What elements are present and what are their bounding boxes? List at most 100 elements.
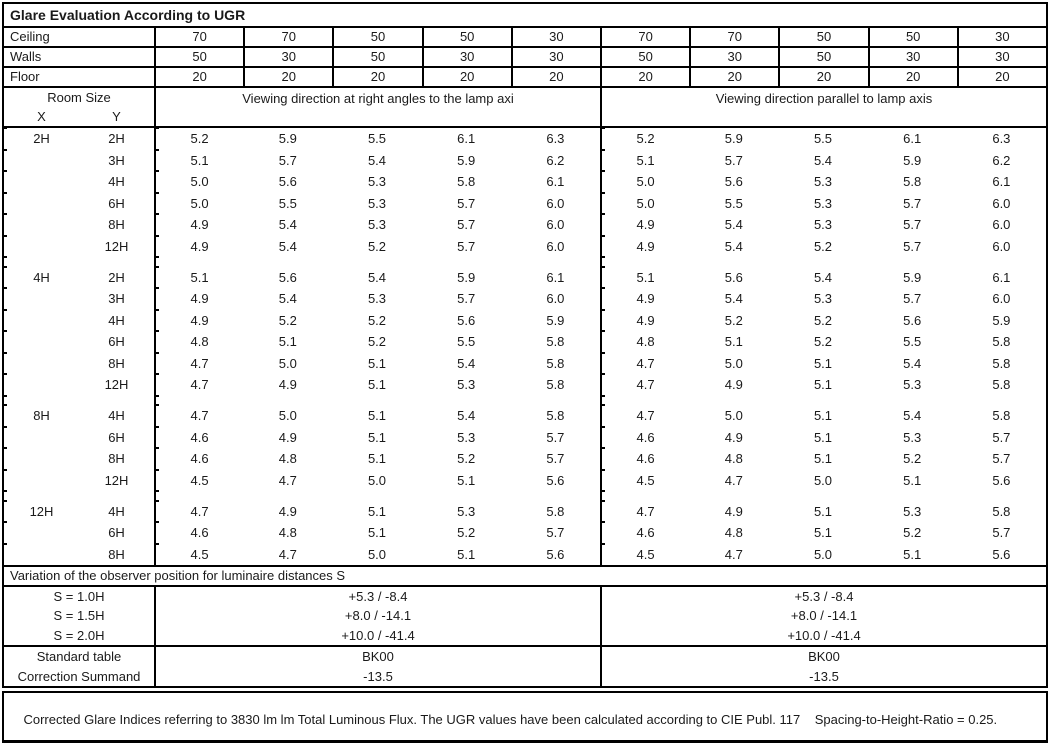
ugr-value-left: 5.1: [367, 429, 387, 445]
reflectance-value: 20: [332, 68, 421, 86]
room-y-value: 12H: [104, 472, 129, 488]
ugr-row: 3H 5.1 5.7 5.4 5.9 6.2 5.1 5.7 5.4 5.9 6.2: [4, 148, 1046, 171]
ugr-value-right: 4.6: [599, 425, 689, 448]
reflectance-value: 50: [778, 48, 867, 66]
ugr-value-right: 4.9: [724, 377, 743, 392]
ugr-value-right: 5.8: [992, 503, 1011, 519]
ugr-value-left: 6.0: [546, 217, 565, 232]
ugr-value-right: 5.0: [724, 408, 743, 423]
ugr-row: 8H 4H 4.7 5.0 5.1 5.4 5.8 4.7 5.0 5.1 5.4 5.8: [4, 404, 1046, 427]
summary-value-right: BK00: [600, 647, 1046, 667]
room-x-value: [4, 288, 79, 310]
ugr-value-left: 5.4: [278, 291, 297, 306]
ugr-value-right: 5.6: [903, 312, 922, 328]
ugr-value-right: 5.0: [724, 355, 743, 371]
ugr-value-left: 5.8: [546, 334, 565, 349]
summary-value-right: -13.5: [600, 666, 1046, 686]
reflectance-value: 30: [689, 48, 778, 66]
ugr-value-right: 5.0: [813, 472, 833, 488]
ugr-value-left: 4.5: [154, 468, 243, 491]
variation-row: S = 1.5H +8.0 / -14.1 +8.0 / -14.1: [4, 606, 1046, 626]
ugr-value-left: 5.4: [367, 152, 387, 168]
reflectance-value: 20: [956, 68, 1046, 86]
reflectance-value: 50: [332, 28, 421, 46]
reflectance-value: 20: [867, 68, 957, 86]
reflectance-value: 30: [867, 48, 957, 66]
ugr-value-right: 5.0: [813, 546, 833, 562]
ugr-value-left: 5.4: [457, 355, 476, 371]
ugr-value-left: 5.0: [278, 355, 297, 371]
room-x-value: [4, 310, 79, 332]
reflectance-value: 70: [689, 28, 778, 46]
ugr-value-left: 4.7: [154, 499, 243, 522]
room-x-value: 4H: [33, 269, 50, 285]
y-column-label: Y: [112, 109, 121, 124]
x-column-label: X: [37, 109, 46, 124]
reflectance-value: 30: [243, 48, 332, 66]
ugr-value-left: 4.9: [278, 503, 297, 519]
ugr-row: 3H 4.9 5.4 5.3 5.7 6.0 4.9 5.4 5.3 5.7 6.0: [4, 287, 1046, 310]
ugr-value-left: 5.1: [367, 503, 387, 519]
ugr-value-right: 5.5: [903, 334, 922, 349]
ugr-value-left: 5.7: [457, 291, 476, 306]
ugr-value-left: 5.7: [457, 238, 476, 254]
gap-cell: [154, 394, 600, 405]
ugr-value-right: 4.7: [599, 351, 689, 374]
ugr-table: Glare Evaluation According to UGR Ceilin…: [2, 2, 1048, 688]
ugr-value-right: 5.8: [903, 174, 922, 189]
reflectance-value: 20: [243, 68, 332, 86]
ugr-value-right: 5.8: [992, 355, 1011, 371]
xy-labels: X Y: [4, 108, 154, 125]
reflectance-row: Walls 50 30 50 30 30 50 30 50 30 30: [4, 48, 1046, 68]
room-y-value: 8H: [108, 451, 125, 466]
reflectance-value: 20: [778, 68, 867, 86]
room-x-value: [4, 331, 79, 353]
room-y-value: 4H: [108, 174, 125, 189]
ugr-value-right: 4.7: [599, 373, 689, 396]
ugr-value-right: 5.6: [724, 269, 743, 285]
ugr-value-right: 5.7: [903, 217, 922, 232]
ugr-value-left: 5.0: [154, 170, 243, 193]
ugr-value-right: 5.3: [903, 503, 922, 519]
ugr-row: 12H 4H 4.7 4.9 5.1 5.3 5.8 4.7 4.9 5.1 5.3 5.8: [4, 499, 1046, 522]
ugr-value-right: 4.9: [599, 287, 689, 310]
ugr-row: 6H 5.0 5.5 5.3 5.7 6.0 5.0 5.5 5.3 5.7 6.0: [4, 191, 1046, 214]
ugr-value-left: 5.0: [278, 408, 297, 423]
ugr-value-right: 5.3: [903, 377, 922, 392]
ugr-value-right: 5.1: [813, 503, 833, 519]
room-y-value: 3H: [108, 152, 125, 168]
reflectance-value: 70: [243, 28, 332, 46]
reflectance-rows: Ceiling 70 70 50 50 30 70 70 50 50 30 Walls 50 30 50 30…: [4, 28, 1046, 88]
ugr-value-right: 5.2: [813, 238, 833, 254]
gap-cell: [4, 396, 154, 406]
ugr-value-right: 5.7: [724, 152, 743, 168]
ugr-value-right: 5.7: [992, 451, 1011, 466]
ugr-value-right: 5.0: [599, 191, 689, 214]
ugr-value-right: 4.8: [724, 525, 743, 540]
ugr-value-left: 4.7: [278, 546, 297, 562]
gap-cell: [600, 256, 1046, 267]
ugr-value-left: 5.4: [278, 217, 297, 232]
summary-label: Standard table: [36, 649, 122, 665]
ugr-value-left: 5.1: [367, 355, 387, 371]
ugr-value-right: 5.7: [992, 525, 1011, 540]
ugr-value-left: 5.1: [154, 265, 243, 288]
room-x-value: 12H: [29, 503, 54, 519]
gap-cell: [4, 491, 154, 501]
ugr-value-right: 5.4: [903, 408, 922, 423]
gap-cell: [154, 490, 600, 501]
ugr-value-right: 5.7: [903, 238, 922, 254]
ugr-value-right: 5.9: [903, 152, 922, 168]
variation-value-left: +5.3 / -8.4: [154, 587, 600, 607]
reflectance-value: 50: [867, 28, 957, 46]
ugr-value-left: 5.7: [457, 195, 476, 211]
ugr-value-right: 5.1: [903, 546, 922, 562]
room-x-value: [4, 544, 79, 566]
room-size-header: Room Size X Y: [4, 88, 154, 126]
reflectance-value: 50: [599, 48, 689, 66]
ugr-value-right: 5.1: [813, 525, 833, 540]
room-x-value: [4, 236, 79, 258]
room-y-value: 4H: [108, 312, 125, 328]
ugr-value-left: 4.9: [154, 287, 243, 310]
ugr-value-left: 5.2: [367, 334, 387, 349]
